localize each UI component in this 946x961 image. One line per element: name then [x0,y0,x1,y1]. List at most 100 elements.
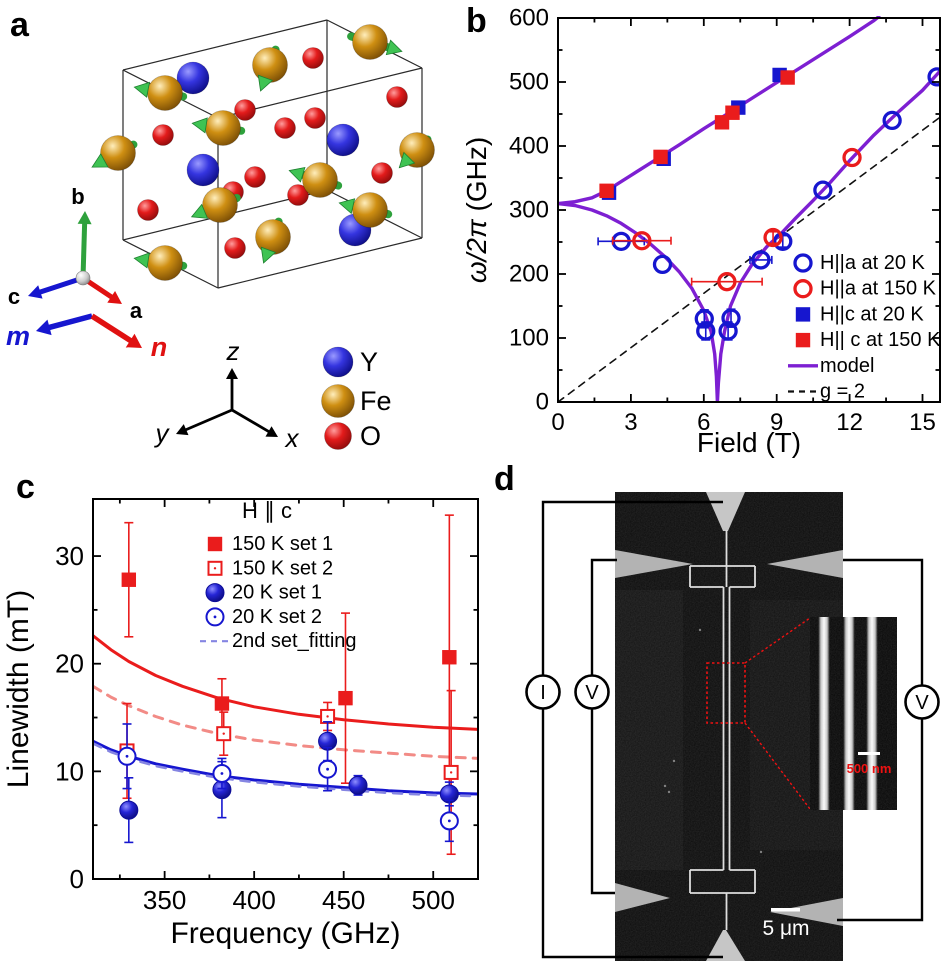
iron-atoms-with-spin-arrows [91,24,435,281]
svg-text:2nd set_fitting: 2nd set_fitting [232,630,357,652]
cartesian-axes-tripod: z y x [154,336,300,453]
svg-text:500: 500 [509,69,549,96]
svg-text:6: 6 [697,409,710,436]
current-loop-wire [541,500,723,959]
svg-text:400: 400 [509,133,549,160]
main-scale-bar: 5 μm [762,908,810,940]
svg-text:150 K set 1: 150 K set 1 [232,533,333,555]
svg-text:H||c at 20 K: H||c at 20 K [820,303,924,325]
svg-text:0: 0 [70,864,84,894]
series-model-lower-branch [557,69,941,403]
svg-text:Fe: Fe [360,386,392,416]
svg-text:500: 500 [412,885,455,915]
y-axis-label: Linewidth (mT) [2,590,35,788]
series-fit-20-k-set-1 [92,739,479,796]
svg-text:H||a at 150 K: H||a at 150 K [820,278,937,300]
svg-text:0: 0 [551,409,564,436]
legend-item-150-k-set-1: 150 K set 1 [207,533,333,555]
voltage-meter-right: V [904,684,940,720]
panel-label-d: d [494,460,515,498]
svg-text:10: 10 [55,756,84,786]
series-150-k-set-1 [121,514,457,801]
svg-text:model: model [820,355,874,377]
plot-area-c [92,514,479,856]
yttrium-atoms [176,61,372,247]
series-h-c-at-150-k [599,70,795,198]
svg-text:20 K set 2: 20 K set 2 [232,606,322,628]
left-voltage-loop-wire [590,558,617,895]
right-voltage-loop-wire [837,558,924,922]
axis-x-label: x [284,423,300,453]
left-top-contact-pad [615,550,693,578]
svg-text:12: 12 [836,409,863,436]
x-axis-label: Frequency (GHz) [170,917,400,950]
legend-item-h-a-at-20-k: H||a at 20 K [793,252,926,274]
series-model [557,16,881,206]
svg-text:300: 300 [509,197,549,224]
legend-item-150-k-set-2: 150 K set 2 [207,557,333,579]
panel-label-b: b [466,2,487,40]
left-bottom-contact-pad [615,883,670,912]
atom-legend-item-fe: Fe [321,384,392,418]
svg-text:30: 30 [55,541,84,571]
legend-item-2nd-set-fitting: 2nd set_fitting [200,630,357,652]
current-meter: I [525,674,561,710]
series-fit-150-k-set-1 [92,634,479,731]
svg-text:150 K set 2: 150 K set 2 [232,557,333,579]
inset-scale-bar [858,752,880,755]
axis-z-label: z [226,336,240,366]
inset-scale-bar-label: 500 nm [847,761,892,776]
svg-text:20: 20 [55,649,84,679]
svg-text:400: 400 [232,885,275,915]
panel-b-afmr-frequency-vs-field-chart: 0 3 6 9 12 15 0 100 200 300 400 500 600 Field (T) ω/2π… [461,5,941,459]
bottom-contact-pad [706,930,745,961]
series-h-a-at-150-k [611,147,862,292]
plot-area-b [557,16,941,403]
svg-text:0: 0 [536,389,549,416]
measurement-circuit [541,500,924,959]
panel-label-a: a [10,6,29,44]
axis-n-label: n [151,332,168,362]
series-g-2 [557,116,941,403]
axes-c: 350 400 450 500 0 10 20 30 Frequency (GHz) Linewi… [2,498,479,950]
legend-title: H ∥ c [242,498,292,523]
svg-text:I: I [540,682,546,704]
series-2nd-set-fitting-150-k [92,684,479,760]
series-2nd-set-fitting-20-k [92,742,479,798]
svg-text:g = 2: g = 2 [820,381,865,403]
panel-c-linewidth-vs-frequency-chart: 350 400 450 500 0 10 20 30 Frequency (GHz) Linewi… [2,498,479,950]
panel-label-c: c [16,468,35,506]
svg-text:450: 450 [322,885,365,915]
svg-text:3: 3 [624,409,637,436]
svg-text:600: 600 [509,5,549,32]
legend-item-model: model [788,355,874,377]
series-150-k-set-2 [119,689,459,856]
legend-item-h-c-at-20-k: H||c at 20 K [795,303,924,325]
svg-text:15: 15 [909,409,936,436]
voltage-meter-left: V [574,674,610,710]
svg-text:H|| c at 150 K: H|| c at 150 K [820,329,941,351]
panel-d-device-sem-with-circuit: I V V 500 nm 5 μm [525,492,940,961]
x-axis-label: Field (T) [697,427,801,458]
svg-text:V: V [915,692,929,714]
series-20-k-set-2 [117,723,459,843]
legend-item-20-k-set-1: 20 K set 1 [205,582,322,604]
legend-item-h-c-at-150-k: H|| c at 150 K [795,329,941,351]
main-scale-bar-label: 5 μm [762,917,809,940]
svg-text:O: O [360,421,381,451]
svg-text:350: 350 [143,885,186,915]
axis-y-label: y [154,418,171,448]
svg-text:20 K set 1: 20 K set 1 [232,582,322,604]
crystal-axes-tripod: b c a [8,184,143,323]
oxygen-atoms [137,47,408,259]
zoom-inset: 500 nm [706,617,897,810]
y-axis-label: ω/2π (GHz) [461,137,492,283]
axis-b-label: b [71,184,84,209]
zoom-region-rect [706,662,746,724]
atom-legend-item-y: Y [322,346,378,378]
svg-text:V: V [585,682,599,704]
axis-a-label: a [130,298,143,323]
